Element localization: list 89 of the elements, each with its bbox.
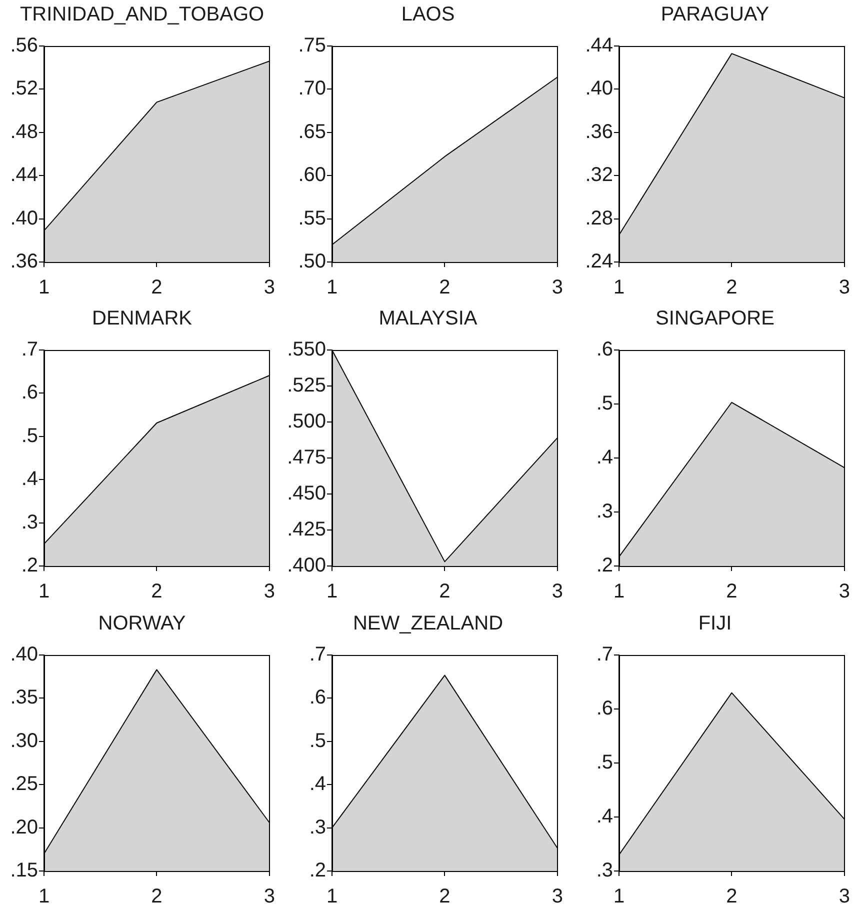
y-tick-label: .52: [10, 78, 38, 100]
y-tick-label: .44: [10, 164, 38, 186]
x-tick-label: 3: [838, 276, 850, 299]
x-tick-label: 3: [264, 276, 275, 299]
y-tick-label: .24: [585, 250, 613, 273]
y-tick-label: .28: [585, 207, 613, 230]
chart-title: DENMARK: [92, 308, 193, 330]
chart-title: MALAYSIA: [378, 308, 478, 330]
y-tick-label: .3: [596, 860, 613, 882]
y-tick-label: .6: [309, 686, 326, 709]
x-tick-label: 2: [726, 580, 738, 603]
y-tick-label: .500: [287, 410, 326, 433]
y-tick-label: .7: [309, 644, 326, 666]
y-tick-label: .35: [10, 686, 38, 709]
y-tick-label: .3: [596, 500, 613, 523]
y-tick-label: .7: [596, 644, 613, 666]
y-tick-label: .50: [298, 250, 326, 273]
y-tick-label: .3: [21, 511, 38, 534]
y-tick-label: .6: [596, 698, 613, 720]
y-tick-label: .15: [10, 860, 38, 882]
y-tick-label: .5: [309, 730, 326, 752]
y-tick-label: .60: [298, 164, 326, 186]
x-tick-label: 3: [552, 580, 563, 603]
x-tick-label: 1: [613, 886, 625, 905]
x-tick-label: 3: [552, 886, 563, 905]
chart-title: PARAGUAY: [660, 4, 770, 26]
y-tick-label: .44: [585, 34, 613, 57]
y-tick-label: .3: [309, 816, 326, 838]
y-tick-label: .7: [21, 338, 38, 361]
y-tick-label: .5: [596, 752, 613, 774]
chart-title: SINGAPORE: [656, 308, 774, 330]
x-tick-label: 1: [38, 580, 50, 603]
y-tick-label: .20: [10, 816, 38, 838]
y-tick-label: .400: [287, 554, 326, 577]
chart-title: FIJI: [698, 612, 732, 635]
y-tick-label: .55: [298, 207, 326, 230]
chart-title: TRINIDAD_AND_TOBAGO: [20, 4, 264, 26]
chart-title: LAOS: [401, 4, 455, 26]
y-tick-label: .36: [10, 250, 38, 273]
x-tick-label: 1: [613, 276, 625, 299]
x-tick-label: 2: [726, 886, 738, 905]
x-tick-label: 2: [439, 886, 450, 905]
x-tick-label: 2: [439, 276, 450, 299]
y-tick-label: .4: [596, 806, 613, 828]
y-tick-label: .2: [596, 554, 613, 577]
y-tick-label: .2: [21, 554, 38, 577]
y-tick-label: .25: [10, 773, 38, 796]
y-tick-label: .4: [309, 773, 326, 796]
x-tick-label: 1: [326, 276, 338, 299]
y-tick-label: .30: [10, 730, 38, 752]
y-tick-label: .32: [585, 164, 613, 186]
y-tick-label: .2: [309, 860, 326, 882]
x-tick-label: 2: [726, 276, 738, 299]
y-tick-label: .40: [10, 644, 38, 666]
x-tick-label: 1: [326, 886, 338, 905]
y-tick-label: .475: [287, 446, 326, 469]
x-tick-label: 3: [264, 886, 275, 905]
y-tick-label: .56: [10, 34, 38, 57]
x-tick-label: 2: [151, 886, 162, 905]
x-tick-label: 3: [838, 580, 850, 603]
x-tick-label: 1: [38, 276, 50, 299]
y-tick-label: .40: [585, 78, 613, 100]
y-tick-label: .5: [596, 392, 613, 415]
y-tick-label: .48: [10, 120, 38, 143]
x-tick-label: 1: [326, 580, 338, 603]
y-tick-label: .450: [287, 482, 326, 505]
y-tick-label: .75: [298, 34, 326, 57]
y-tick-label: .5: [21, 424, 38, 447]
y-tick-label: .70: [298, 78, 326, 100]
chart-title: NEW_ZEALAND: [352, 612, 504, 635]
x-tick-label: 2: [439, 580, 450, 603]
y-tick-label: .550: [287, 338, 326, 361]
y-tick-label: .65: [298, 120, 326, 143]
y-tick-label: .4: [596, 446, 613, 469]
y-tick-label: .6: [21, 382, 38, 404]
y-tick-label: .425: [287, 518, 326, 541]
x-tick-label: 3: [838, 886, 850, 905]
y-tick-label: .525: [287, 374, 326, 397]
y-tick-label: .4: [21, 468, 38, 490]
y-tick-label: .40: [10, 207, 38, 230]
x-tick-label: 2: [151, 276, 162, 299]
x-tick-label: 2: [151, 580, 162, 603]
x-tick-label: 1: [38, 886, 50, 905]
y-tick-label: .6: [596, 338, 613, 361]
x-tick-label: 3: [264, 580, 275, 603]
x-tick-label: 3: [552, 276, 563, 299]
x-tick-label: 1: [613, 580, 625, 603]
y-tick-label: .36: [585, 120, 613, 143]
chart-title: NORWAY: [98, 612, 186, 635]
